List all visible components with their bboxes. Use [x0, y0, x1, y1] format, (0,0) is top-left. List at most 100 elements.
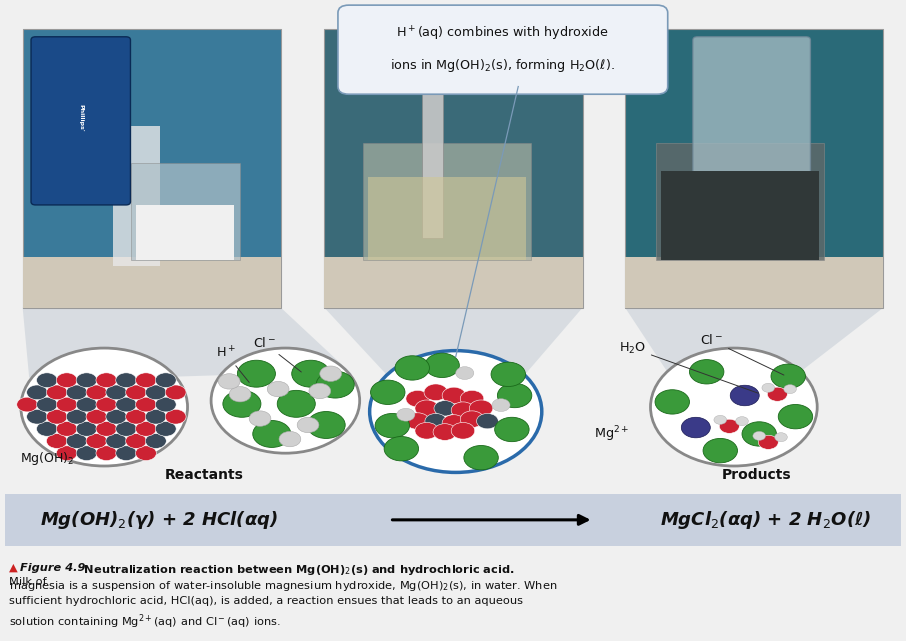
Bar	[5, 494, 901, 546]
Circle shape	[425, 413, 447, 429]
Circle shape	[36, 397, 57, 412]
Text: sufficient hydrochloric acid, HCl(aq), is added, a reaction ensues that leads to: sufficient hydrochloric acid, HCl(aq), i…	[9, 596, 523, 606]
Text: solution containing Mg$^{2+}$(aq) and Cl$^-$(aq) ions.: solution containing Mg$^{2+}$(aq) and Cl…	[9, 613, 281, 631]
Circle shape	[460, 390, 484, 407]
Text: ions in Mg(OH)$_2$(s), forming H$_2$O(ℓ).: ions in Mg(OH)$_2$(s), forming H$_2$O(ℓ)…	[390, 58, 615, 74]
Circle shape	[16, 397, 38, 412]
FancyBboxPatch shape	[693, 37, 810, 205]
Text: Mg(OH)$_2$(γ) + 2 HCl(αq): Mg(OH)$_2$(γ) + 2 HCl(αq)	[40, 509, 277, 531]
Circle shape	[375, 413, 410, 438]
Bar	[131, 163, 239, 260]
Circle shape	[136, 446, 157, 460]
Circle shape	[753, 431, 766, 440]
Circle shape	[778, 404, 813, 429]
Circle shape	[320, 366, 342, 381]
Circle shape	[433, 424, 457, 440]
Circle shape	[86, 434, 107, 449]
Circle shape	[292, 360, 330, 387]
Circle shape	[253, 420, 291, 447]
Circle shape	[771, 364, 805, 388]
Text: Mg(OH)$_2$: Mg(OH)$_2$	[20, 450, 74, 467]
Circle shape	[36, 422, 57, 437]
Circle shape	[211, 348, 360, 453]
Bar	[625, 29, 883, 308]
Circle shape	[775, 433, 787, 442]
Circle shape	[56, 422, 77, 437]
Circle shape	[116, 422, 137, 437]
Bar	[422, 85, 443, 238]
Circle shape	[477, 413, 498, 429]
Circle shape	[497, 383, 532, 408]
Circle shape	[316, 371, 354, 398]
Text: Phillips': Phillips'	[78, 104, 83, 132]
Circle shape	[395, 356, 429, 380]
Circle shape	[66, 385, 87, 400]
Circle shape	[703, 438, 737, 463]
Circle shape	[76, 373, 97, 388]
Circle shape	[492, 399, 510, 412]
Circle shape	[424, 384, 448, 401]
Circle shape	[451, 422, 475, 439]
Circle shape	[155, 422, 176, 437]
Circle shape	[76, 397, 97, 412]
Text: Cl$^-$: Cl$^-$	[253, 336, 302, 372]
Text: MgCl$_2$(αq) + 2 H$_2$O(ℓ): MgCl$_2$(αq) + 2 H$_2$O(ℓ)	[660, 509, 872, 531]
Circle shape	[86, 410, 107, 424]
Text: H$^+$: H$^+$	[216, 345, 249, 383]
Circle shape	[66, 434, 87, 449]
Bar	[23, 258, 281, 308]
Circle shape	[146, 410, 167, 424]
Circle shape	[46, 410, 67, 424]
Circle shape	[96, 397, 117, 412]
Circle shape	[309, 383, 331, 399]
Bar	[113, 126, 159, 266]
Text: Cl$^-$: Cl$^-$	[700, 333, 784, 375]
Circle shape	[689, 360, 724, 384]
Circle shape	[106, 385, 127, 400]
Circle shape	[21, 348, 188, 466]
Circle shape	[106, 434, 127, 449]
Circle shape	[451, 402, 475, 419]
Circle shape	[742, 422, 776, 446]
Circle shape	[146, 434, 167, 449]
Circle shape	[56, 446, 77, 460]
Circle shape	[762, 383, 775, 392]
Bar	[23, 29, 281, 308]
Circle shape	[784, 385, 796, 394]
Text: magnesia is a suspension of water-insoluble magnesium hydroxide, Mg(OH)$_2$(s), : magnesia is a suspension of water-insolu…	[9, 579, 557, 594]
Circle shape	[371, 380, 405, 404]
Text: Milk of: Milk of	[9, 577, 47, 587]
Circle shape	[218, 374, 240, 389]
Circle shape	[96, 373, 117, 388]
Circle shape	[66, 410, 87, 424]
Circle shape	[442, 415, 466, 431]
Text: H$^+$(aq) combines with hydroxide: H$^+$(aq) combines with hydroxide	[397, 24, 609, 42]
Circle shape	[736, 417, 748, 426]
Polygon shape	[23, 308, 352, 378]
Circle shape	[126, 385, 147, 400]
Circle shape	[36, 373, 57, 388]
Circle shape	[267, 381, 289, 397]
Circle shape	[76, 446, 97, 460]
FancyBboxPatch shape	[338, 5, 668, 94]
Circle shape	[237, 360, 275, 387]
Circle shape	[56, 397, 77, 412]
Circle shape	[442, 387, 466, 404]
Circle shape	[730, 385, 759, 406]
Circle shape	[46, 434, 67, 449]
Circle shape	[406, 390, 429, 407]
Circle shape	[56, 373, 77, 388]
Circle shape	[406, 413, 429, 429]
Text: ▲: ▲	[9, 563, 18, 573]
Circle shape	[469, 400, 493, 417]
Circle shape	[719, 419, 739, 433]
Circle shape	[384, 437, 419, 461]
Circle shape	[491, 362, 525, 387]
Polygon shape	[324, 308, 583, 375]
Bar	[363, 143, 531, 260]
Circle shape	[758, 435, 778, 449]
Circle shape	[297, 417, 319, 433]
Circle shape	[456, 367, 474, 379]
Text: Reactants: Reactants	[164, 468, 244, 482]
Circle shape	[415, 400, 439, 417]
